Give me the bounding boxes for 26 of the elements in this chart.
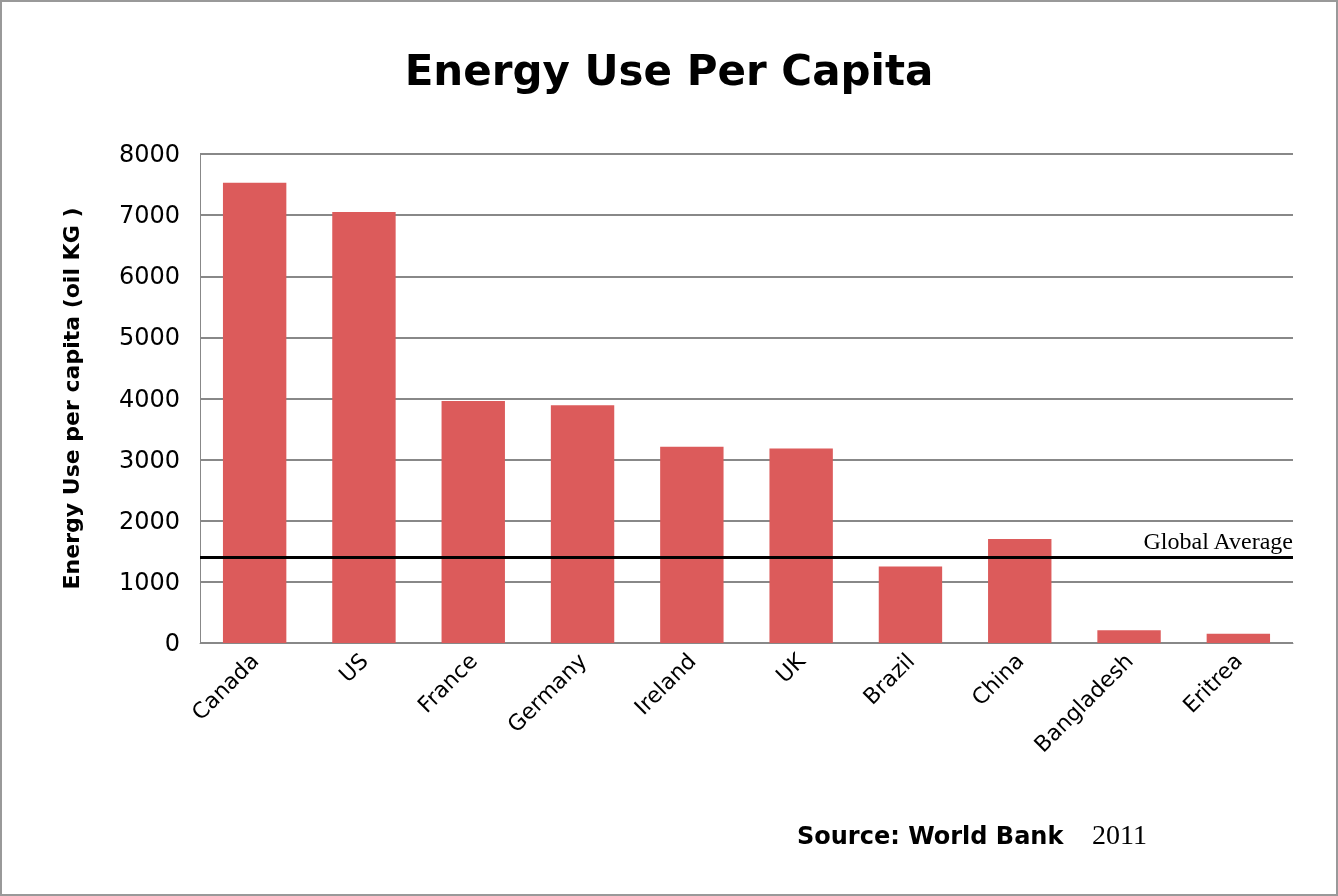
bar [1206, 633, 1271, 643]
bar [769, 448, 833, 643]
bar [441, 400, 505, 643]
y-tick-label: 3000 [118, 445, 180, 474]
y-axis-title: Energy Use per capita (oil KG ) [58, 207, 84, 590]
bar [878, 566, 943, 643]
bar [1097, 630, 1161, 643]
y-tick-label: 4000 [118, 384, 180, 413]
y-tick-label: 0 [164, 629, 180, 657]
x-tick-label: UK [770, 647, 811, 688]
bar [222, 182, 287, 643]
y-tick-label: 1000 [118, 567, 180, 596]
chart-title: Energy Use Per Capita [404, 45, 934, 95]
y-tick-label: 8000 [118, 140, 180, 168]
bar [660, 446, 724, 643]
ref-line-label: Global Average [1143, 527, 1293, 554]
bar [988, 539, 1052, 643]
bar [550, 405, 615, 643]
x-tick-label: US [333, 648, 373, 688]
y-tick-label: 5000 [118, 323, 180, 352]
source-note: Source: World Bank [797, 822, 1065, 850]
text: 2011 [1092, 818, 1147, 850]
y-tick-label: 7000 [118, 201, 180, 230]
y-tick-label: 6000 [118, 262, 180, 291]
bar [332, 212, 396, 643]
y-tick-label: 2000 [118, 506, 180, 535]
